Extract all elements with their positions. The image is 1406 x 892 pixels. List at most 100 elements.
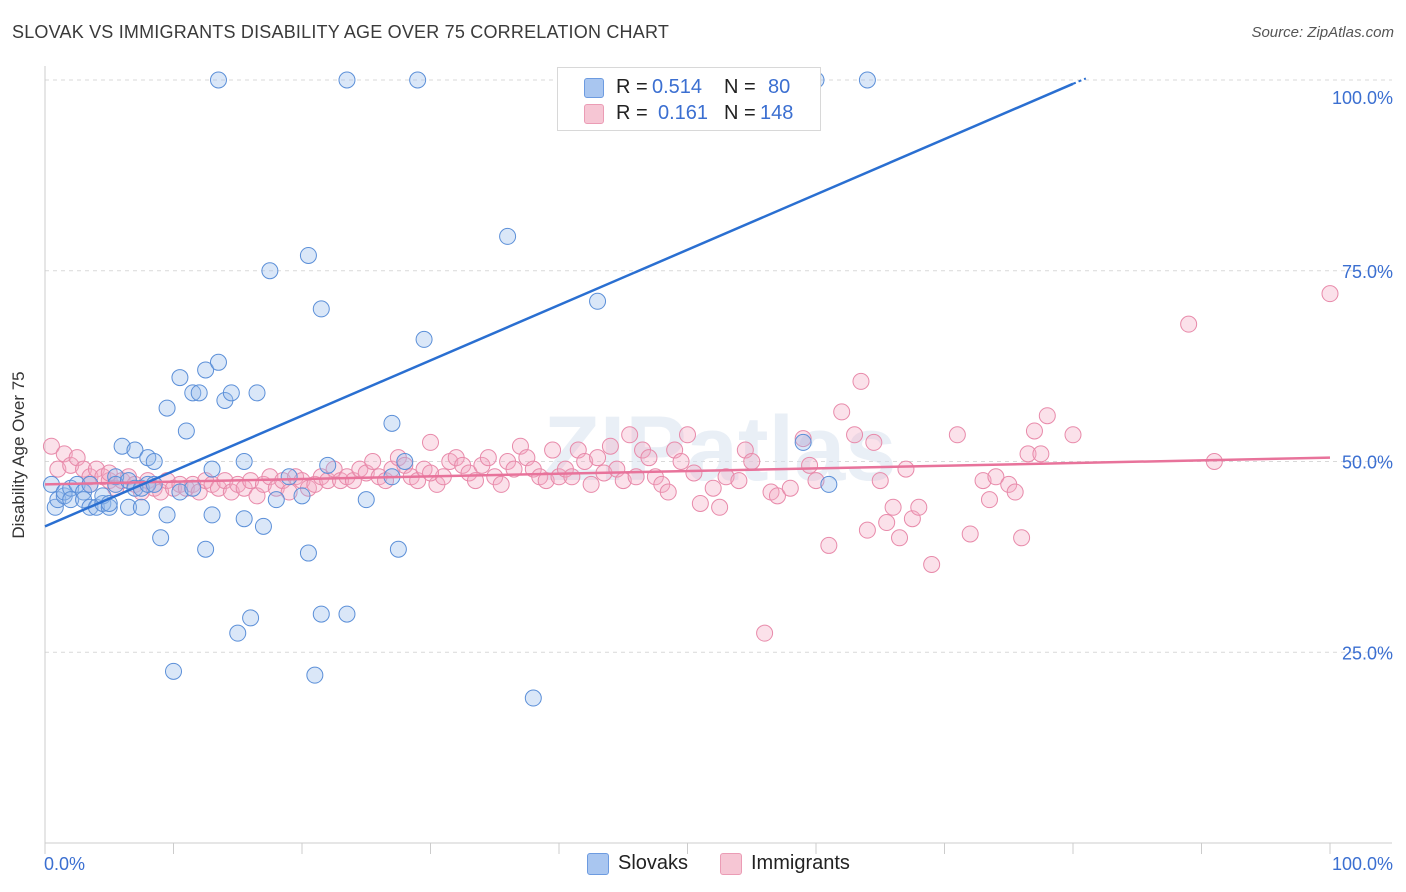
legend-r-label: R =: [616, 102, 648, 124]
axes: [44, 66, 1392, 854]
immigrants-point: [987, 468, 1005, 486]
slovaks-point: [184, 384, 202, 402]
slovaks-point: [177, 422, 195, 440]
immigrants-point: [807, 472, 825, 490]
immigrants-point: [974, 472, 992, 490]
slovaks-point: [222, 384, 240, 402]
slovaks-point: [113, 437, 131, 455]
immigrants-point: [505, 460, 523, 478]
immigrants-point: [794, 430, 812, 448]
slovaks-point: [524, 689, 542, 707]
slovaks-trend-extension: [1072, 77, 1087, 85]
legend-n-label: N =: [724, 76, 756, 98]
legend-n-value: 80: [768, 76, 791, 98]
slovaks-point: [165, 662, 182, 680]
trend-lines: [44, 77, 1331, 528]
legend-r-value: 0.514: [652, 76, 703, 98]
immigrants-point: [801, 456, 819, 474]
y-tick-label: 75.0%: [1342, 262, 1393, 282]
slovaks-point: [312, 300, 330, 318]
immigrants-point: [948, 426, 966, 444]
immigrants-point: [717, 468, 735, 486]
y-axis-label: Disability Age Over 75: [9, 371, 28, 539]
immigrants-point: [1013, 529, 1031, 547]
slovaks-point: [338, 71, 356, 89]
slovaks-point: [293, 487, 311, 505]
immigrants-point: [1205, 453, 1223, 470]
slovaks-point: [235, 453, 253, 470]
slovaks-point: [203, 460, 221, 478]
slovaks-point: [254, 517, 272, 535]
slovaks-point: [62, 491, 80, 509]
immigrants-point: [756, 624, 774, 642]
slovaks-point: [242, 609, 260, 627]
immigrants-point: [858, 521, 876, 539]
bottom-legend-label-slovaks: Slovaks: [618, 852, 689, 874]
slovaks-point: [794, 433, 812, 451]
immigrants-point: [704, 479, 722, 497]
slovaks-point: [145, 453, 163, 470]
immigrants-point: [878, 514, 896, 532]
slovaks-point: [235, 510, 253, 528]
immigrants-point: [42, 437, 60, 455]
slovaks-point: [299, 246, 317, 264]
slovaks-point: [261, 262, 279, 280]
slovaks-point: [306, 666, 324, 684]
slovaks-point: [319, 456, 337, 474]
immigrants-point: [422, 433, 439, 451]
y-tick-label: 50.0%: [1342, 453, 1393, 473]
immigrants-point: [711, 498, 729, 516]
immigrants-point: [1038, 407, 1056, 425]
slovaks-point: [589, 292, 607, 310]
immigrants-point: [961, 525, 979, 543]
bottom-legend-swatch-immigrants: [720, 853, 742, 875]
slovaks-point: [203, 506, 221, 524]
slovaks-trend-line: [44, 82, 1074, 528]
immigrants-point: [364, 453, 382, 470]
slovaks-point: [197, 361, 215, 379]
immigrants-point: [980, 491, 998, 509]
immigrants-point: [537, 472, 555, 490]
immigrants-point: [601, 437, 619, 455]
immigrants-point: [846, 426, 864, 444]
immigrants-point: [781, 479, 799, 497]
x-tick-label: 100.0%: [1332, 854, 1393, 874]
immigrants-point: [544, 441, 562, 459]
slovaks-points: [42, 71, 876, 707]
immigrants-point: [691, 494, 709, 512]
y-tick-label: 100.0%: [1332, 88, 1393, 108]
immigrants-point: [1321, 285, 1339, 303]
immigrants-point: [640, 449, 658, 467]
legend-r-label: R =: [616, 76, 648, 98]
slovaks-point: [499, 227, 517, 245]
slovaks-point: [209, 353, 227, 371]
immigrants-point: [923, 556, 941, 574]
immigrants-point: [1180, 315, 1198, 333]
legend-swatch-slovaks: [584, 78, 604, 98]
bottom-legend-swatch-slovaks: [587, 853, 609, 875]
immigrants-point: [1064, 426, 1082, 444]
bottom-legend-label-immigrants: Immigrants: [751, 852, 850, 874]
immigrants-point: [910, 498, 928, 516]
immigrants-point: [891, 529, 909, 547]
slovaks-point: [132, 498, 150, 516]
immigrants-point: [730, 472, 748, 490]
immigrants-point: [768, 487, 786, 505]
slovaks-point: [126, 441, 144, 459]
immigrants-point: [49, 460, 67, 478]
immigrants-point: [659, 483, 677, 501]
legend-n-value: 148: [760, 102, 794, 124]
immigrants-point: [1019, 445, 1037, 463]
immigrants-point: [621, 426, 639, 444]
immigrants-point: [679, 426, 696, 444]
legend-swatch-immigrants: [584, 104, 604, 124]
immigrants-point: [884, 498, 902, 516]
immigrants-trend-line: [44, 456, 1331, 486]
slovaks-point: [338, 605, 356, 623]
chart-title: SLOVAK VS IMMIGRANTS DISABILITY AGE OVER…: [12, 22, 670, 42]
immigrants-point: [833, 403, 851, 421]
slovaks-point: [158, 506, 176, 524]
immigrants-point: [1032, 445, 1050, 463]
immigrants-point: [492, 475, 510, 493]
legend-r-value: 0.161: [658, 102, 709, 124]
